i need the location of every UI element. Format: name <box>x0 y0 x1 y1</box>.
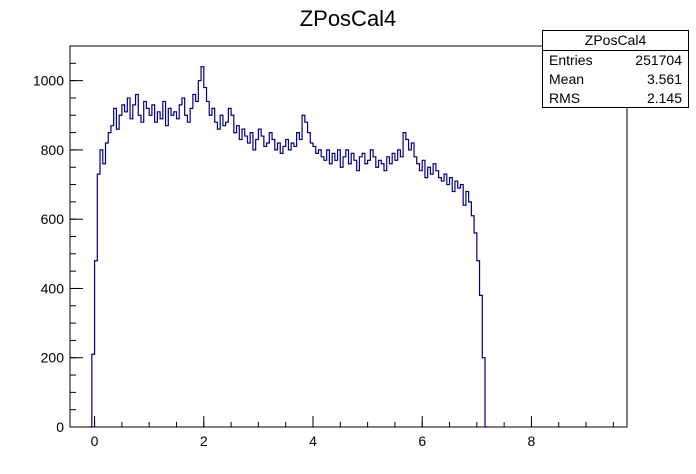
stats-row-entries: Entries 251704 <box>543 51 688 70</box>
stats-label-entries: Entries <box>549 52 593 68</box>
x-tick-label: 8 <box>528 433 536 449</box>
stats-label-mean: Mean <box>549 71 585 87</box>
histogram-series <box>89 66 488 428</box>
axis-ticks <box>70 45 614 428</box>
stats-row-mean: Mean 3.561 <box>543 70 688 89</box>
plot-frame <box>69 45 628 428</box>
y-tick-label: 1000 <box>33 73 64 89</box>
y-tick-label: 400 <box>41 280 65 296</box>
y-tick-label: 200 <box>41 350 65 366</box>
y-tick-label: 600 <box>41 211 65 227</box>
stats-value-entries: 251704 <box>635 52 682 68</box>
x-tick-label: 0 <box>91 433 99 449</box>
y-tick-label: 0 <box>56 419 64 435</box>
stats-value-rms: 2.145 <box>646 90 682 106</box>
x-tick-label: 4 <box>309 433 317 449</box>
chart-title: ZPosCal4 <box>299 6 397 31</box>
stats-box-title: ZPosCal4 <box>543 31 688 51</box>
tick-labels: 0 2 4 6 8 0 200 400 600 800 1000 <box>33 73 536 449</box>
x-tick-label: 2 <box>200 433 208 449</box>
stats-label-rms: RMS <box>549 90 581 106</box>
y-tick-label: 800 <box>41 142 65 158</box>
stats-value-mean: 3.561 <box>646 71 682 87</box>
x-tick-label: 6 <box>418 433 426 449</box>
stats-row-rms: RMS 2.145 <box>543 89 688 108</box>
stats-box: ZPosCal4 Entries 251704 Mean 3.561 RMS 2… <box>542 30 689 108</box>
